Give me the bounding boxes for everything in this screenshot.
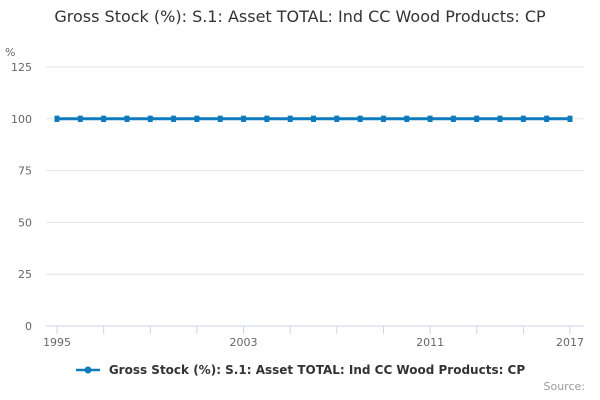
data-point-marker[interactable] <box>450 115 456 122</box>
y-tick-label: 50 <box>18 216 32 229</box>
data-point-marker[interactable] <box>544 115 550 122</box>
data-point-marker[interactable] <box>147 115 153 122</box>
data-point-marker[interactable] <box>567 115 573 122</box>
y-tick-label: 0 <box>25 320 32 333</box>
x-tick-label: 2017 <box>556 336 584 349</box>
chart-canvas: 0 25 50 75 100 125 1995 2003 2011 2017 <box>11 61 584 349</box>
data-point-marker[interactable] <box>380 115 386 122</box>
data-point-marker[interactable] <box>287 115 293 122</box>
y-tick-label: 25 <box>18 268 32 281</box>
y-tick-label: 75 <box>18 165 32 178</box>
x-tick-label: 2003 <box>230 336 258 349</box>
chart-title: Gross Stock (%): S.1: Asset TOTAL: Ind C… <box>54 7 546 26</box>
y-axis-unit-label: % <box>5 46 16 59</box>
data-point-marker[interactable] <box>54 115 60 122</box>
legend-series-marker-icon <box>75 366 100 374</box>
y-tick-label: 125 <box>11 61 32 74</box>
data-point-marker[interactable] <box>474 115 480 122</box>
data-point-marker[interactable] <box>264 115 270 122</box>
data-point-marker[interactable] <box>334 115 340 122</box>
data-point-marker[interactable] <box>171 115 177 122</box>
legend: Gross Stock (%): S.1: Asset TOTAL: Ind C… <box>0 363 600 377</box>
data-point-marker[interactable] <box>217 115 223 122</box>
data-point-marker[interactable] <box>404 115 410 122</box>
data-point-marker[interactable] <box>311 115 316 122</box>
data-point-marker[interactable] <box>124 115 130 122</box>
data-point-marker[interactable] <box>520 115 526 122</box>
data-point-marker[interactable] <box>357 115 363 122</box>
data-point-marker[interactable] <box>101 115 107 122</box>
source-label: Source: <box>543 380 586 393</box>
data-point-marker[interactable] <box>427 115 433 122</box>
data-point-marker[interactable] <box>497 115 503 122</box>
x-tick-label: 2011 <box>416 336 444 349</box>
data-point-marker[interactable] <box>241 115 247 122</box>
legend-label: Gross Stock (%): S.1: Asset TOTAL: Ind C… <box>108 363 526 377</box>
y-tick-label: 100 <box>11 113 32 126</box>
x-tick-label: 1995 <box>43 336 71 349</box>
data-point-marker[interactable] <box>77 115 83 122</box>
data-point-marker[interactable] <box>194 115 200 122</box>
legend-item[interactable]: Gross Stock (%): S.1: Asset TOTAL: Ind C… <box>75 363 525 377</box>
